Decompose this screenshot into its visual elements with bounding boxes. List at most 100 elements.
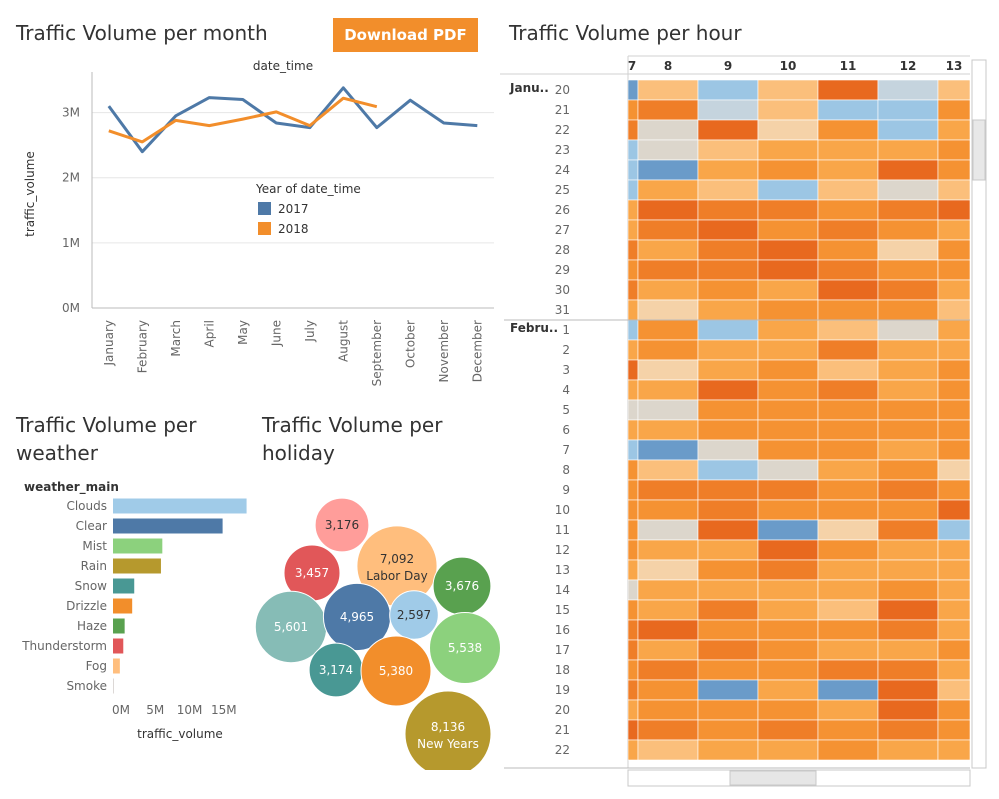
heat-cell (877, 739, 939, 761)
heat-cell (877, 519, 939, 541)
bubble-value-label: 5,538 (448, 641, 482, 655)
day-row-label: 14 (555, 583, 570, 597)
bubble-name-label: New Years (417, 737, 479, 751)
heat-cell (628, 319, 639, 341)
heat-cell (757, 579, 819, 601)
download-pdf-button[interactable]: Download PDF (333, 18, 478, 52)
heat-cell (817, 79, 879, 101)
heat-cell (697, 519, 759, 541)
heat-cell (757, 159, 819, 181)
heat-cell (877, 719, 939, 741)
monthly-line-chart: date_time traffic_volume 0M 1M 2M 3M January Fe… (23, 59, 494, 386)
hour-chart-title: Traffic Volume per hour (509, 21, 742, 45)
day-row-label: 5 (562, 403, 570, 417)
heat-cell (628, 719, 639, 741)
heat-cell (697, 299, 759, 321)
heat-cell (757, 639, 819, 661)
heat-cell (637, 179, 699, 201)
heat-cell (817, 519, 879, 541)
category-label: Thunderstorm (21, 639, 107, 653)
heat-cell (817, 539, 879, 561)
heat-cell (817, 619, 879, 641)
heat-cell (757, 699, 819, 721)
heat-cell (937, 479, 970, 501)
legend-label-2017: 2017 (278, 202, 309, 216)
bubble-value-label: 3,176 (325, 518, 359, 532)
heat-cell (757, 439, 819, 461)
heat-cell (757, 79, 819, 101)
heat-cell (937, 659, 970, 681)
month-group-label: Febru.. (510, 321, 558, 335)
heat-cell (757, 179, 819, 201)
x-tick-label: April (202, 320, 216, 347)
bar-fog (113, 658, 120, 674)
bar-haze (113, 618, 125, 634)
heat-cell (877, 219, 939, 241)
heat-cell (877, 239, 939, 261)
x-tick-label: 5M (146, 703, 164, 717)
bar-thunderstorm (113, 638, 124, 654)
heat-cell (937, 599, 970, 621)
heat-cell (937, 139, 970, 161)
heat-cell (877, 119, 939, 141)
holiday-bubble (404, 690, 492, 770)
heat-cell (817, 239, 879, 261)
bubble-value-label: 3,676 (445, 579, 479, 593)
heat-cell (757, 359, 819, 381)
legend-title: Year of date_time (255, 182, 361, 196)
heat-cell (628, 639, 639, 661)
heat-cell (937, 639, 970, 661)
day-row-label: 22 (555, 743, 570, 757)
x-tick-label: 15M (211, 703, 237, 717)
heat-cell (757, 739, 819, 761)
heat-cell (628, 119, 639, 141)
heat-cell (817, 639, 879, 661)
heat-cell (877, 579, 939, 601)
category-label: Smoke (66, 679, 107, 693)
day-row-label: 12 (555, 543, 570, 557)
day-row-label: 13 (555, 563, 570, 577)
day-row-label: 7 (562, 443, 570, 457)
heat-cell (697, 579, 759, 601)
heat-cell (937, 159, 970, 181)
day-row-label: 26 (555, 203, 570, 217)
hour-column-header: 12 (900, 59, 917, 73)
y-axis-title: traffic_volume (23, 151, 37, 237)
heat-cell (697, 379, 759, 401)
heat-cell (697, 159, 759, 181)
heat-cell (817, 719, 879, 741)
bar-rain (113, 558, 161, 574)
legend-swatch-2017 (258, 202, 271, 215)
bar-clouds (113, 498, 247, 514)
heat-cell (757, 219, 819, 241)
day-row-label: 25 (555, 183, 570, 197)
heat-cell (937, 559, 970, 581)
heat-cell (877, 319, 939, 341)
heat-cell (877, 699, 939, 721)
heat-cell (757, 319, 819, 341)
heat-cell (757, 599, 819, 621)
heat-cell (628, 359, 639, 381)
heat-cell (628, 739, 639, 761)
heat-cell (877, 139, 939, 161)
holiday-bubble-chart: 3,176 7,092 Labor Day 3,457 3,676 5,601 4,965 2… (254, 497, 501, 770)
holiday-bubble (360, 635, 432, 707)
heat-cell (637, 79, 699, 101)
bar-drizzle (113, 598, 133, 614)
heat-cell (817, 419, 879, 441)
heat-cell (628, 139, 639, 161)
heat-cell (757, 539, 819, 561)
heat-cell (757, 559, 819, 581)
heat-cell (937, 299, 970, 321)
category-label: Fog (86, 659, 107, 673)
heat-cell (628, 659, 639, 681)
category-label: Clear (76, 519, 107, 533)
heat-cell (937, 379, 970, 401)
heat-cell (628, 419, 639, 441)
bubble-value-label: 3,174 (319, 663, 353, 677)
vertical-scrollbar-track (971, 59, 987, 769)
heat-cell (877, 279, 939, 301)
heat-cell (757, 519, 819, 541)
category-label: Clouds (66, 499, 107, 513)
heat-cell (937, 459, 970, 481)
